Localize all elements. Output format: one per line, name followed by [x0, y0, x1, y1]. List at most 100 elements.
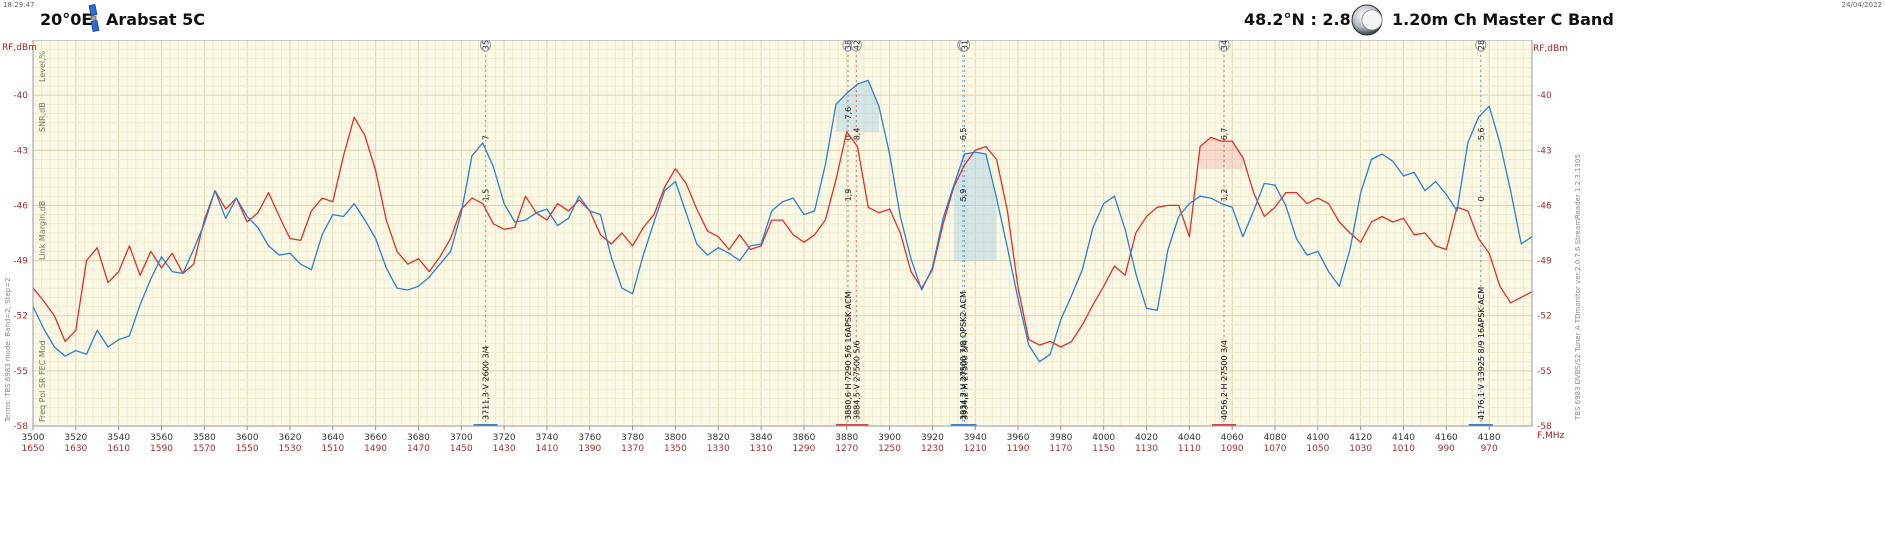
if-tick-label: 1130: [1135, 444, 1158, 454]
if-tick-label: 1410: [535, 444, 558, 454]
marker-snr: 5,9: [959, 189, 968, 202]
if-tick-label: 1290: [792, 444, 815, 454]
shade-h-3880: [836, 80, 879, 132]
if-tick-label: 970: [1481, 444, 1498, 454]
x-tick-label: 4100: [1306, 433, 1329, 443]
marker-level: 5,6: [1477, 128, 1486, 141]
marker-transponder-label: 3934,2 H 27500 3/4: [961, 340, 970, 420]
x-tick-label: 3700: [450, 433, 473, 443]
x-tick-label: 4060: [1221, 433, 1244, 443]
x-tick-label: 3600: [236, 433, 259, 443]
y-tick-label-left: -49: [13, 257, 28, 267]
if-tick-label: 1030: [1349, 444, 1372, 454]
x-tick-label: 3620: [279, 433, 302, 443]
x-tick-label: 3760: [578, 433, 601, 443]
signal-shading: [836, 80, 1243, 261]
if-tick-label: 1070: [1264, 444, 1287, 454]
x-tick-label: 3840: [750, 433, 773, 443]
plot-border: [32, 40, 1533, 427]
if-tick-label: 1190: [1007, 444, 1030, 454]
marker-snr: 1,5: [481, 189, 490, 202]
marker-transponder-label: 3934,2 V 27500 7/8 QPSK2 ACM: [959, 291, 968, 420]
x-tick-label: 3540: [107, 433, 130, 443]
y-tick-label-left: -58: [13, 422, 28, 432]
y-tick-label-right: -49: [1537, 257, 1552, 267]
orbital-position: 20°0E: [40, 10, 93, 29]
if-tick-label: 1590: [150, 444, 173, 454]
marker-number: 31: [961, 40, 970, 50]
x-tick-label: 3580: [193, 433, 216, 443]
snr-axis-label: SNR,dB: [38, 102, 47, 132]
if-tick-label: 1250: [878, 444, 901, 454]
if-tick-label: 1210: [964, 444, 987, 454]
x-tick-label: 3800: [664, 433, 687, 443]
marker-number: 38: [844, 40, 853, 50]
link-margin-axis-label: Link Margin,dB: [38, 201, 47, 260]
if-tick-label: 1310: [750, 444, 773, 454]
satellite-icon: [88, 4, 100, 32]
if-tick-label: 1650: [22, 444, 45, 454]
x-tick-label: 3640: [321, 433, 344, 443]
marker-level: 8,4: [852, 128, 861, 141]
y-tick-label-left: -46: [13, 201, 28, 211]
satellite-name: Arabsat 5C: [106, 10, 205, 29]
y-tick-label-left: -55: [13, 367, 28, 377]
marker-transponder-label: 3711,3 V 2600 3/4: [481, 346, 490, 420]
if-tick-label: 1570: [193, 444, 216, 454]
x-tick-label: 3520: [64, 433, 87, 443]
if-tick-label: 1470: [407, 444, 430, 454]
time-stamp: 18:29:47: [3, 1, 35, 9]
if-tick-label: 1350: [664, 444, 687, 454]
if-tick-label: 1610: [107, 444, 130, 454]
header-bar: 18:29:47 24/04/2022 20°0E Arabsat 5C 48.…: [0, 0, 1885, 40]
if-tick-label: 1270: [835, 444, 858, 454]
grid: [32, 40, 1533, 427]
x-tick-label: 4120: [1349, 433, 1372, 443]
marker-number: 28: [1477, 40, 1486, 50]
marker-badge: [1218, 40, 1230, 52]
if-tick-label: 1170: [1049, 444, 1072, 454]
if-tick-label: 990: [1438, 444, 1455, 454]
x-tick-label: 3740: [535, 433, 558, 443]
x-tick-label: 3900: [878, 433, 901, 443]
if-tick-label: 1330: [707, 444, 730, 454]
globe-icon: [1351, 4, 1383, 36]
marker-badge: [959, 40, 971, 52]
transponder-markers: 35 7 1,5 3711,3 V 2600 3/4 38 0 1,9 7,6 3880,6 H…: [473, 40, 1493, 426]
x-tick-label: 3940: [964, 433, 987, 443]
date-stamp: 24/04/2022: [1841, 1, 1882, 9]
location-coords: 48.2°N : 2.88°E: [1244, 10, 1381, 29]
if-tick-label: 1010: [1392, 444, 1415, 454]
series-line-H: [32, 79, 1533, 363]
x-tick-label: 3860: [792, 433, 815, 443]
y-tick-label-right: -52: [1537, 312, 1552, 322]
if-tick-label: 1450: [450, 444, 473, 454]
if-tick-label: 1510: [321, 444, 344, 454]
y-tick-label-right: -55: [1537, 367, 1552, 377]
x-tick-label: 3680: [407, 433, 430, 443]
marker-badge: [850, 40, 862, 52]
marker-transponder-label: 4056,2 H 27500 3/4: [1220, 340, 1229, 420]
x-tick-label: 4020: [1135, 433, 1158, 443]
if-tick-label: 1050: [1306, 444, 1329, 454]
marker-snr: 0: [1477, 196, 1486, 201]
x-tick-label: 3880: [835, 433, 858, 443]
y-tick-label-right: -43: [1537, 146, 1552, 156]
x-tick-label: 3820: [707, 433, 730, 443]
shade-v-4056: [1200, 137, 1243, 169]
marker-number: 34: [1220, 40, 1229, 50]
y-tick-label-right: -40: [1537, 91, 1552, 101]
dish-info: 1.20m Ch Master C Band: [1392, 10, 1614, 29]
marker-level: 7: [481, 135, 490, 140]
y-axis-label-right: RF,dBm: [1533, 44, 1568, 54]
level-axis-label: Level,%: [38, 50, 47, 82]
if-tick-label: 1150: [1092, 444, 1115, 454]
if-tick-label: 1110: [1178, 444, 1201, 454]
y-tick-label-left: -43: [13, 146, 28, 156]
marker-snr-secondary: 7,6: [844, 107, 853, 120]
marker-snr: 1,9: [844, 189, 853, 202]
marker-level: 0: [844, 135, 853, 140]
x-tick-label: 4160: [1435, 433, 1458, 443]
transponder-fields-label: Freq Pol SR FEC Mod: [38, 340, 47, 422]
device-info-label: TBS 6983 DVBS/S2 Tuner A TDmonitor ver.2…: [1574, 154, 1582, 421]
